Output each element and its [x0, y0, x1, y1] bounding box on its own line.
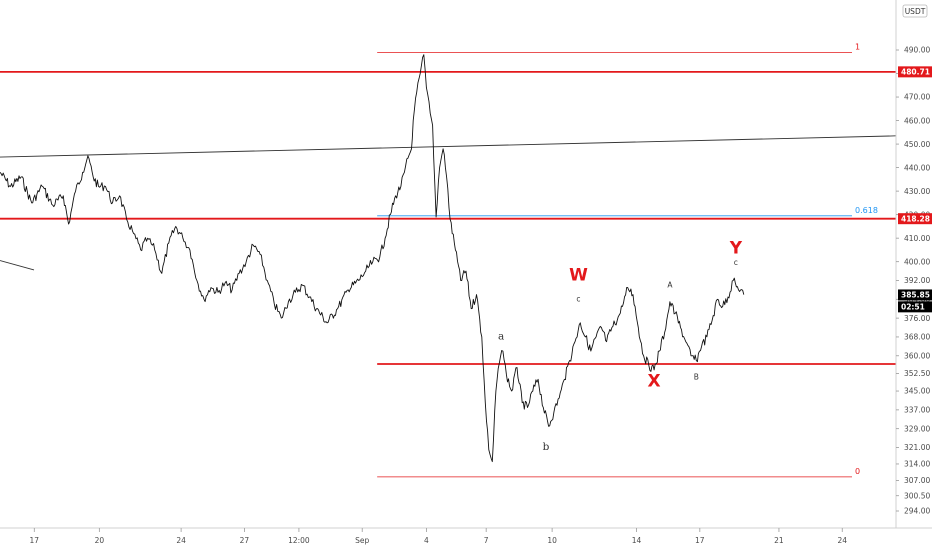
y-tick-label: 314.00 [904, 460, 930, 469]
y-tick-label: 368.00 [904, 333, 930, 342]
price-badges: 480.71 418.28 385.85 02:51 [898, 66, 932, 313]
x-tick-label: 21 [774, 536, 784, 545]
wave-label-c: c [734, 258, 738, 267]
price-badge-label: 02:51 [901, 303, 925, 312]
x-tick-label: 10 [547, 536, 557, 545]
wave-labels-layer: Wc a b X A B Yc [498, 238, 743, 452]
y-tick-label: 360.00 [904, 351, 930, 360]
wave-label-B: B [694, 372, 699, 381]
x-tick-label: Sep [355, 536, 369, 545]
y-tick-label: 400.00 [904, 257, 930, 266]
y-tick-label: 307.00 [904, 476, 930, 485]
price-line [0, 54, 745, 463]
y-tick-label: 376.00 [904, 314, 930, 323]
y-tick-label: 321.00 [904, 443, 930, 452]
wave-label-W: W [569, 266, 588, 286]
time-axis[interactable]: 17 20 24 27 12:00 Sep 4 7 10 14 17 21 24 [30, 528, 848, 545]
x-tick-label: 17 [695, 536, 705, 545]
y-tick-label: 440.00 [904, 163, 930, 172]
wave-label-X: X [648, 371, 661, 391]
wave-label-A: A [667, 281, 673, 290]
fib-level-label: 1 [855, 42, 860, 51]
x-tick-label: 7 [484, 536, 489, 545]
price-badge-box [898, 213, 932, 225]
currency-box [902, 4, 928, 18]
price-badge-box [898, 66, 932, 78]
x-tick-label: 14 [632, 536, 642, 545]
currency-badge[interactable]: USDT [902, 4, 928, 18]
trend-line [0, 260, 35, 271]
x-tick-label: 20 [95, 536, 105, 545]
fib-level-label: 0.618 [855, 206, 878, 215]
currency-label: USDT [905, 7, 926, 16]
x-tick-label: 24 [176, 536, 186, 545]
price-badge-label: 480.71 [901, 68, 930, 77]
y-tick-label: 352.50 [904, 369, 930, 378]
y-tick-label: 329.00 [904, 424, 930, 433]
y-tick-label: 490.00 [904, 46, 930, 55]
wave-label-c: c [576, 295, 580, 304]
y-tick-label: 450.00 [904, 140, 930, 149]
fib-level-label: 0 [855, 467, 860, 476]
levels-layer: 1 0.618 0 [0, 42, 897, 478]
y-tick-label: 300.50 [904, 491, 930, 500]
price-badge-box [898, 289, 932, 301]
y-tick-label: 430.00 [904, 187, 930, 196]
wave-label-a: a [498, 330, 504, 342]
trend-line [0, 135, 897, 158]
y-tick-label: 392.00 [904, 276, 930, 285]
x-tick-label: 12:00 [288, 536, 310, 545]
y-tick-label: 294.00 [904, 507, 930, 516]
price-series-layer [0, 54, 745, 463]
price-badge-label: 385.85 [901, 291, 930, 300]
x-tick-label: 17 [30, 536, 40, 545]
wave-label-b: b [543, 441, 550, 453]
y-tick-label: 345.00 [904, 387, 930, 396]
x-tick-label: 27 [240, 536, 250, 545]
x-tick-label: 4 [424, 536, 429, 545]
y-tick-label: 337.00 [904, 406, 930, 415]
price-badge-box [898, 301, 932, 313]
y-tick-label: 410.00 [904, 234, 930, 243]
x-tick-label: 24 [837, 536, 847, 545]
y-tick-label: 460.00 [904, 116, 930, 125]
price-badge-label: 418.28 [901, 214, 930, 223]
y-tick-label: 470.00 [904, 93, 930, 102]
wave-label-Y: Y [729, 238, 743, 258]
